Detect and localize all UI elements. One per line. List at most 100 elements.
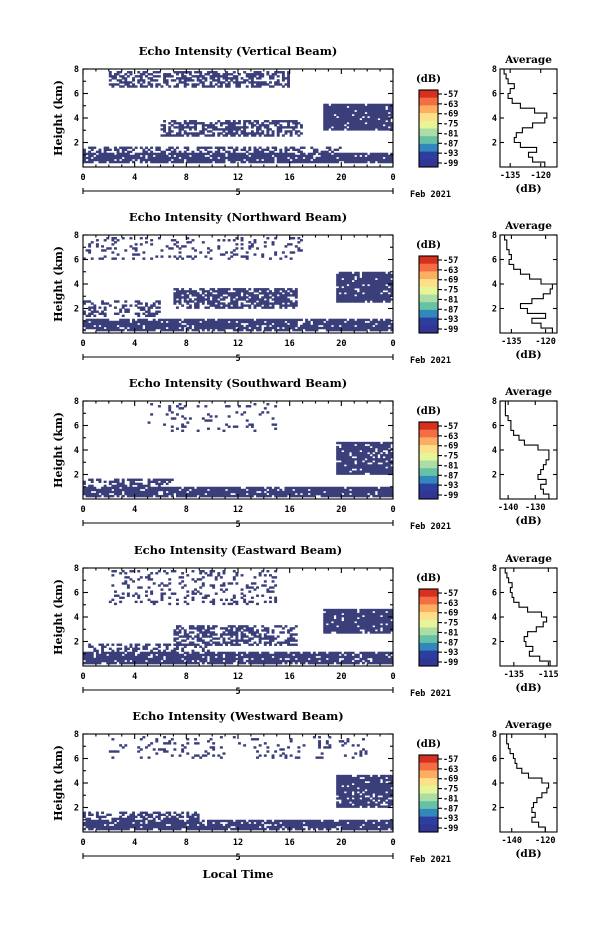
echo-cell: [230, 130, 234, 133]
echo-cell: [364, 456, 368, 459]
echo-cell: [121, 81, 125, 84]
echo-cell: [362, 105, 365, 109]
echo-cell: [90, 318, 94, 322]
echo-cell: [294, 300, 298, 303]
echo-cell: [284, 150, 288, 154]
echo-cell: [209, 257, 213, 260]
echo-cell: [374, 122, 378, 125]
echo-cell: [145, 75, 148, 78]
echo-cell: [152, 480, 156, 484]
echo-cell: [240, 596, 244, 599]
echo-cell: [201, 576, 205, 579]
echo-cell: [88, 146, 92, 149]
echo-cell: [95, 490, 99, 494]
echo-cell: [160, 322, 164, 326]
echo-cell: [385, 298, 389, 301]
echo-cell: [178, 251, 182, 254]
echo-cell: [349, 160, 353, 164]
echo-cell: [199, 488, 203, 492]
colorbar-segment: [419, 325, 438, 334]
echo-cell: [204, 490, 208, 494]
echo-cell: [377, 458, 381, 461]
echo-cell: [271, 152, 275, 156]
echo-cell: [349, 466, 353, 469]
echo-cell: [274, 324, 278, 328]
echo-cell: [212, 300, 216, 303]
echo-cell: [108, 490, 112, 494]
colorbar-tick-label: -87: [443, 139, 458, 149]
echo-cell: [232, 160, 236, 164]
echo-cell: [336, 158, 340, 162]
echo-cell: [351, 126, 355, 129]
echo-cell: [377, 286, 381, 289]
echo-cell: [230, 77, 234, 80]
echo-cell: [287, 320, 291, 324]
echo-cell: [367, 275, 371, 279]
echo-cell: [90, 160, 94, 164]
echo-cell: [219, 158, 223, 162]
echo-cell: [359, 120, 363, 123]
echo-cell: [253, 492, 257, 496]
echo-cell: [157, 75, 161, 78]
echo-cell: [374, 111, 378, 115]
echo-cell: [209, 486, 213, 490]
echo-cell: [364, 120, 368, 123]
echo-cell: [194, 653, 198, 657]
echo-cell: [88, 318, 92, 322]
echo-cell: [181, 488, 185, 492]
echo-cell: [274, 290, 278, 293]
echo-cell: [390, 115, 394, 119]
echo-cell: [343, 458, 347, 461]
echo-cell: [292, 490, 296, 494]
echo-cell: [201, 122, 205, 125]
echo-cell: [297, 122, 301, 125]
echo-cell: [207, 594, 210, 597]
echo-cell: [354, 300, 358, 303]
echo-cell: [124, 576, 128, 579]
echo-cell: [320, 490, 324, 494]
echo-cell: [369, 122, 373, 125]
colorbar-frame: [418, 89, 439, 168]
echo-cell: [315, 156, 319, 160]
echo-cell: [124, 320, 128, 324]
echo-cell: [354, 156, 358, 160]
echo-cell: [137, 326, 141, 330]
echo-cell: [183, 81, 187, 84]
echo-cell: [362, 488, 365, 492]
echo-cell: [108, 653, 112, 657]
echo-cell: [374, 281, 378, 285]
echo-cell: [253, 304, 257, 307]
echo-cell: [343, 328, 347, 332]
echo-cell: [101, 310, 105, 313]
echo-cell: [152, 602, 156, 606]
echo-cell: [238, 494, 241, 498]
echo-cell: [134, 478, 138, 481]
echo-cell: [331, 115, 334, 119]
echo-cell: [147, 324, 151, 328]
echo-cell: [281, 77, 285, 80]
echo-cell: [168, 596, 172, 599]
echo-cell: [168, 602, 172, 606]
echo-cell: [341, 128, 345, 131]
echo-cell: [346, 292, 350, 295]
echo-cell: [346, 296, 350, 299]
echo-cell: [139, 160, 143, 164]
echo-cell: [346, 492, 350, 496]
echo-cell: [323, 109, 327, 113]
echo-cell: [362, 277, 365, 281]
echo-cell: [235, 79, 239, 82]
echo-cell: [103, 320, 107, 324]
echo-cell: [305, 322, 309, 326]
echo-cell: [147, 661, 151, 665]
echo-cell: [305, 490, 309, 494]
echo-cell: [341, 456, 345, 459]
echo-cell: [176, 292, 179, 295]
echo-cell: [390, 462, 394, 465]
echo-cell: [310, 490, 314, 494]
echo-cell: [258, 146, 262, 149]
echo-cell: [204, 306, 208, 309]
echo-cell: [390, 128, 394, 131]
echo-cell: [276, 79, 280, 82]
echo-cell: [274, 326, 278, 330]
echo-cell: [217, 85, 221, 88]
